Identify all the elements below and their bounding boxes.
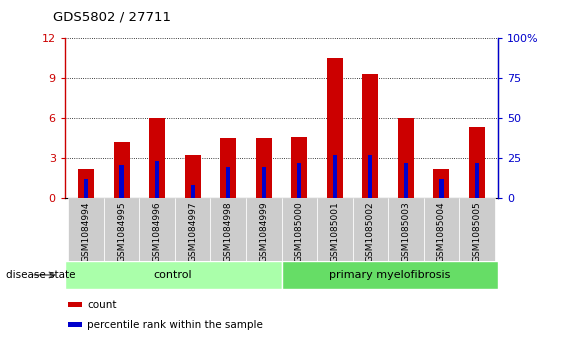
Bar: [297, 163, 301, 198]
Bar: [211, 198, 246, 261]
Bar: [68, 322, 82, 327]
Bar: [352, 198, 388, 261]
Text: GSM1085004: GSM1085004: [437, 201, 446, 262]
Bar: [333, 155, 337, 198]
Bar: [190, 184, 195, 198]
Bar: [363, 74, 378, 198]
Bar: [226, 167, 230, 198]
Bar: [175, 198, 211, 261]
Text: GSM1084994: GSM1084994: [82, 201, 91, 261]
Bar: [149, 118, 165, 198]
Bar: [459, 198, 495, 261]
Bar: [256, 138, 272, 198]
Bar: [317, 198, 352, 261]
Bar: [469, 127, 485, 198]
Text: GSM1084995: GSM1084995: [117, 201, 126, 262]
Text: GSM1085000: GSM1085000: [295, 201, 304, 262]
Bar: [104, 198, 140, 261]
Bar: [78, 168, 94, 198]
Bar: [246, 198, 282, 261]
Text: primary myelofibrosis: primary myelofibrosis: [329, 270, 450, 280]
Text: GSM1084999: GSM1084999: [259, 201, 268, 262]
Text: GSM1085005: GSM1085005: [472, 201, 481, 262]
Bar: [388, 198, 423, 261]
Text: count: count: [87, 299, 117, 310]
Bar: [475, 163, 479, 198]
Bar: [291, 136, 307, 198]
Bar: [368, 155, 373, 198]
Text: control: control: [154, 270, 193, 280]
Bar: [140, 198, 175, 261]
Bar: [439, 179, 444, 198]
Bar: [65, 261, 282, 289]
Text: percentile rank within the sample: percentile rank within the sample: [87, 319, 263, 330]
Text: GDS5802 / 27711: GDS5802 / 27711: [53, 11, 172, 24]
Bar: [68, 198, 104, 261]
Text: GSM1085001: GSM1085001: [330, 201, 339, 262]
Text: GSM1085002: GSM1085002: [366, 201, 375, 262]
Text: GSM1084996: GSM1084996: [153, 201, 162, 262]
Text: disease state: disease state: [6, 270, 75, 280]
Bar: [398, 118, 414, 198]
Bar: [262, 167, 266, 198]
Bar: [404, 163, 408, 198]
Bar: [282, 198, 317, 261]
Bar: [84, 179, 88, 198]
Text: GSM1085003: GSM1085003: [401, 201, 410, 262]
Bar: [119, 164, 124, 198]
Bar: [434, 168, 449, 198]
Text: GSM1084997: GSM1084997: [188, 201, 197, 262]
Bar: [68, 302, 82, 307]
Bar: [114, 142, 129, 198]
Bar: [282, 261, 498, 289]
Bar: [423, 198, 459, 261]
Text: GSM1084998: GSM1084998: [224, 201, 233, 262]
Bar: [155, 160, 159, 198]
Bar: [220, 138, 236, 198]
Bar: [327, 58, 343, 198]
Bar: [185, 155, 200, 198]
